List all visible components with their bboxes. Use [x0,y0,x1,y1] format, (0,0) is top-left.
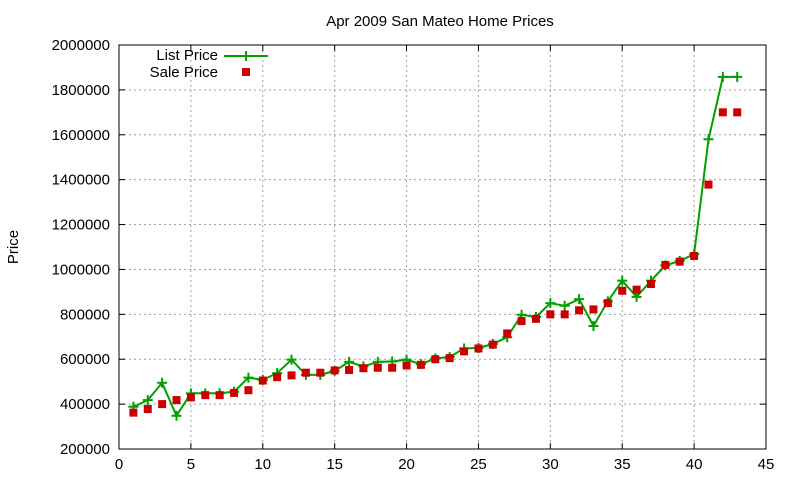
sale-price-point [704,180,713,189]
legend-marker-list-price [241,51,251,61]
sale-price-point [201,391,210,400]
x-tick-label: 35 [614,456,631,473]
x-tick-label: 15 [326,456,343,473]
sale-price-point [560,310,569,319]
sale-price-point [287,371,296,380]
sale-price-point [474,344,483,353]
sale-price-point [718,108,727,117]
grid [119,45,766,449]
y-tick-label: 1200000 [52,217,110,234]
legend-label-sale-price: Sale Price [150,64,218,81]
list-price-line [132,75,738,418]
sale-price-point [575,306,584,315]
sale-price-point [517,317,526,326]
sale-price-point [646,280,655,289]
sale-price-point [632,285,641,294]
plot-series [128,71,743,421]
sale-price-point [215,391,224,400]
sale-price-point [488,340,497,349]
sale-price-point [244,386,253,395]
y-tick-label: 800000 [60,306,110,323]
legend-marker-sale-price [242,68,250,76]
sale-price-point [158,400,167,409]
sale-price-point [589,305,598,314]
list-price-point [171,410,182,421]
sale-price-point [172,396,181,405]
sale-price-point [618,286,627,295]
sale-price-point [460,347,469,356]
x-tick-label: 30 [542,456,559,473]
sale-price-point [186,393,195,402]
sale-price-point [345,365,354,374]
sale-price-point [531,314,540,323]
x-tick-label: 0 [115,456,123,473]
list-price-point [717,71,728,82]
sale-price-point [546,310,555,319]
sale-price-point [431,355,440,364]
list-price-point [157,377,168,388]
list-price-point [142,395,153,406]
list-price-point [574,294,585,305]
sale-price-point [230,388,239,397]
sale-price-point [273,373,282,382]
y-tick-label: 400000 [60,396,110,413]
sale-price-point [503,329,512,338]
y-tick-label: 1000000 [52,261,110,278]
list-price-point [732,71,743,82]
sale-price-point [603,299,612,308]
list-price-point [617,275,628,286]
sale-price-point [661,260,670,269]
sale-price-point [129,408,138,417]
x-tick-label: 5 [187,456,195,473]
sale-price-point [416,360,425,369]
list-price-point [286,354,297,365]
axis-ticks: 0 5 10 15 20 25 30 35 40 45 200000 400000 600000 8000… [52,37,775,473]
chart-title: Apr 2009 San Mateo Home Prices [326,13,554,30]
y-tick-label: 1800000 [52,82,110,99]
list-price-point [344,356,355,367]
sale-price-point [675,257,684,266]
y-tick-label: 1400000 [52,172,110,189]
sale-price-point [258,376,267,385]
sale-price-point [402,361,411,370]
plot-frame [118,44,767,450]
y-tick-label: 200000 [60,441,110,458]
list-price-point [559,300,570,311]
x-tick-label: 10 [254,456,271,473]
sale-price-point [143,405,152,414]
sale-price-point [359,364,368,373]
sale-price-point [330,366,339,375]
x-tick-label: 40 [686,456,703,473]
y-tick-label: 1600000 [52,127,110,144]
x-tick-label: 20 [398,456,415,473]
list-price-point [703,134,714,145]
sale-price-point [388,363,397,372]
x-tick-label: 45 [758,456,775,473]
y-tick-label: 2000000 [52,37,110,54]
list-price-point [545,298,556,309]
sale-price-point [733,108,742,117]
x-tick-label: 25 [470,456,487,473]
y-axis-title: Price [5,230,22,264]
list-price-point [588,321,599,332]
sale-price-point [445,354,454,363]
y-tick-label: 600000 [60,351,110,368]
legend: List Price Sale Price [150,47,268,81]
legend-label-list-price: List Price [156,47,218,64]
sale-price-point [301,368,310,377]
sale-price-point [690,251,699,260]
list-price-point [243,372,254,383]
sale-price-point [316,368,325,377]
sale-price-point [373,363,382,372]
